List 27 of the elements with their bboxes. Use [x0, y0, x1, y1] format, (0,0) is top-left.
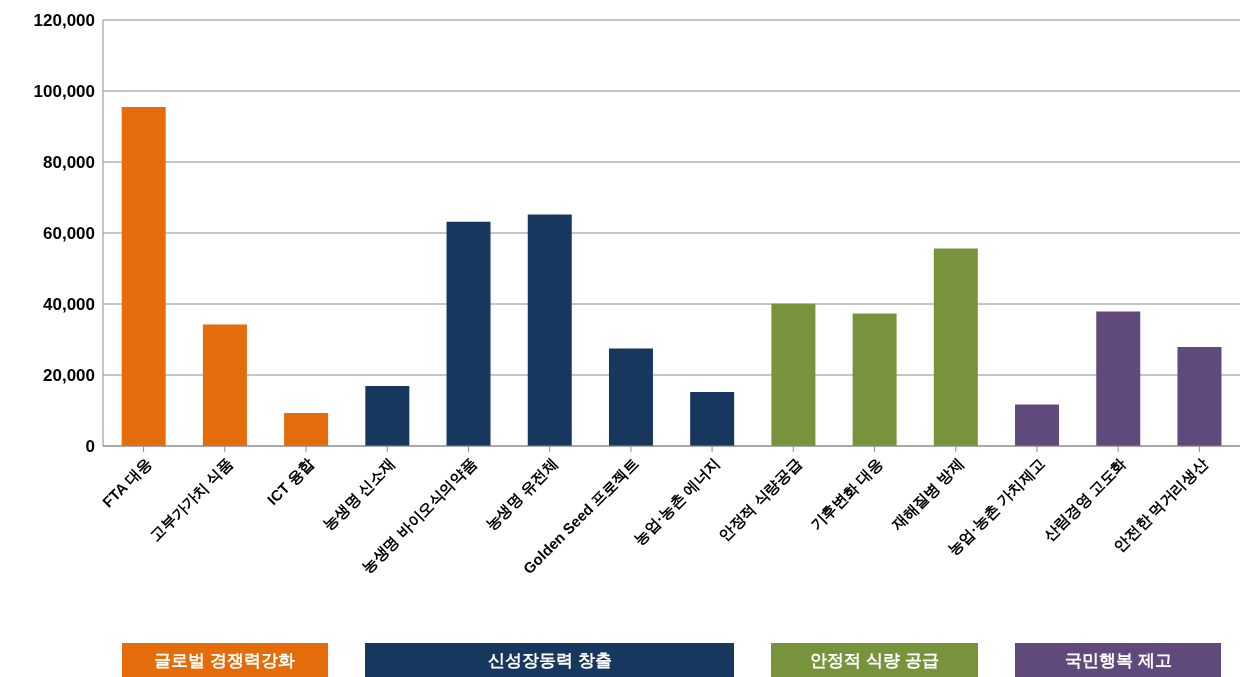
text: 신성장동력 창출 — [365, 643, 735, 677]
x-tick-label: FTA 대응 — [98, 454, 155, 511]
bar — [1015, 404, 1060, 446]
bar — [284, 412, 329, 446]
bar — [527, 214, 572, 446]
bar — [1096, 311, 1141, 446]
bar — [771, 303, 816, 446]
bar — [446, 221, 491, 446]
bar — [1177, 346, 1222, 446]
text: 글로벌 경쟁력강화 — [121, 643, 328, 677]
bar — [121, 106, 166, 446]
bar — [608, 348, 653, 446]
bar — [933, 248, 978, 446]
y-tick-label: 60,000 — [43, 224, 95, 244]
y-tick-label: 40,000 — [43, 295, 95, 315]
bar — [690, 392, 735, 446]
bar — [365, 386, 410, 446]
y-tick-label: 20,000 — [43, 366, 95, 386]
text: 안정적 식량 공급 — [771, 643, 978, 677]
y-tick-label: 80,000 — [43, 153, 95, 173]
y-tick-label: 120,000 — [33, 11, 95, 31]
bar — [202, 324, 247, 446]
y-tick-label: 0 — [85, 437, 95, 457]
bar — [852, 313, 897, 446]
x-tick-label: ICT 융합 — [263, 454, 317, 509]
text: 국민행복 제고 — [1015, 643, 1222, 677]
y-tick-label: 100,000 — [33, 82, 95, 102]
